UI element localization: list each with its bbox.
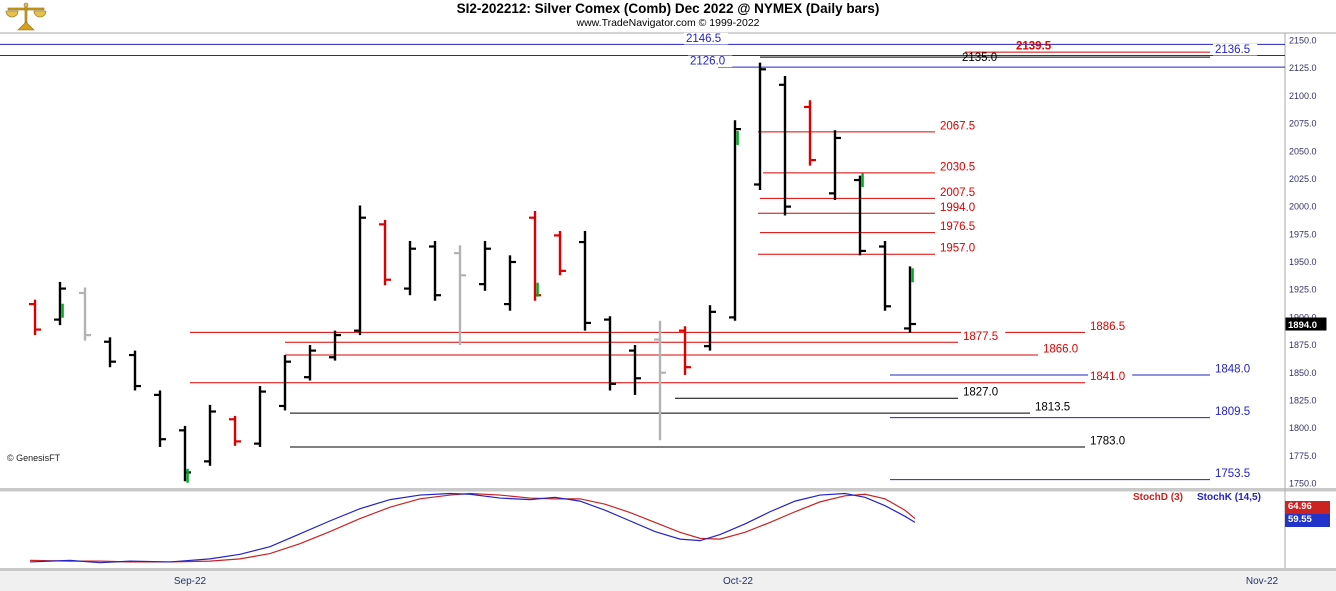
price-axis-tick: 2075.0 (1289, 119, 1317, 129)
price-axis-tick: 1800.0 (1289, 423, 1317, 433)
price-level-label: 2126.0 (690, 56, 725, 68)
price-level-label: 1994.0 (940, 202, 975, 214)
price-axis-tick: 1850.0 (1289, 368, 1317, 378)
price-level-label: 2136.5 (1215, 44, 1250, 56)
price-axis-tick: 1900.0 (1289, 312, 1317, 322)
stochk-value-badge: 59.55 (1285, 514, 1330, 527)
price-axis-tick: 1875.0 (1289, 340, 1317, 350)
price-level-label: 1783.0 (1090, 435, 1125, 447)
price-level-label: 1848.0 (1215, 363, 1250, 375)
level-label-bg (1088, 435, 1133, 447)
level-label-bg (684, 32, 729, 45)
price-axis-tick: 1925.0 (1289, 285, 1317, 295)
stochd-value-badge: 64.96 (1285, 501, 1330, 514)
price-level-label: 2030.5 (940, 161, 975, 173)
chart-subtitle: www.TradeNavigator.com © 1999-2022 (576, 17, 760, 29)
level-label-bg (961, 386, 1006, 399)
level-label-bg (1033, 401, 1078, 414)
bottom-axis-strip (0, 571, 1336, 591)
scales-logo-icon (4, 2, 48, 37)
panel-separator (0, 488, 1336, 492)
price-level-label: 1957.0 (940, 243, 975, 255)
month-label: Sep-22 (174, 576, 207, 587)
stochastic-indicator-labels: StochD (3) StochK (14,5) (1133, 492, 1261, 503)
level-label-bg (1213, 43, 1258, 56)
level-label-bg (938, 120, 983, 132)
price-axis-tick: 1975.0 (1289, 229, 1317, 239)
price-level-label: 1877.5 (963, 331, 998, 343)
genesisft-watermark: © GenesisFT (7, 453, 61, 463)
price-level-label: 1809.5 (1215, 406, 1250, 418)
level-label-bg (1213, 406, 1258, 418)
month-label: Nov-22 (1246, 576, 1279, 587)
level-label-bg (938, 221, 983, 233)
price-axis-tick: 1750.0 (1289, 479, 1317, 489)
price-level-label: 1813.5 (1035, 402, 1070, 414)
stochd-label: StochD (3) (1133, 492, 1183, 503)
price-level-label: 2135.0 (962, 52, 997, 64)
level-label-bg (938, 161, 983, 173)
price-axis-tick: 2125.0 (1289, 63, 1317, 73)
last-price-badge (1285, 317, 1327, 331)
price-level-label: 1753.5 (1215, 468, 1250, 480)
month-label: Oct-22 (723, 576, 753, 587)
price-level-label: 2146.5 (686, 33, 721, 45)
level-label-bg (1088, 320, 1133, 333)
price-level-label: 1886.5 (1090, 321, 1125, 333)
price-level-label: 2007.5 (940, 187, 975, 199)
price-level-label: 1866.0 (1043, 344, 1078, 356)
price-level-label: 1976.5 (940, 221, 975, 233)
price-axis-tick: 2150.0 (1289, 36, 1317, 46)
level-label-bg (938, 201, 983, 214)
price-level-label: 2067.5 (940, 120, 975, 132)
price-axis-tick: 2050.0 (1289, 146, 1317, 156)
stochk-label: StochK (14,5) (1197, 492, 1261, 503)
price-axis-tick: 2025.0 (1289, 174, 1317, 184)
stoch-stochk-line (29, 492, 916, 564)
level-label-bg (688, 55, 733, 68)
panel-separator (0, 568, 1336, 571)
stoch-stochd-line (29, 492, 916, 563)
price-axis-tick: 1950.0 (1289, 257, 1317, 267)
level-label-bg (938, 242, 983, 255)
price-axis-tick: 1775.0 (1289, 451, 1317, 461)
last-price-value: 1894.0 (1288, 320, 1317, 331)
chart-header: SI2-202212: Silver Comex (Comb) Dec 2022… (0, 1, 1336, 29)
price-level-label: 2139.5 (1016, 41, 1052, 53)
level-label-bg (938, 186, 983, 199)
price-level-label: 1827.0 (963, 387, 998, 399)
level-label-bg (1088, 371, 1133, 383)
price-axis-tick: 1825.0 (1289, 395, 1317, 405)
level-label-bg (1213, 363, 1258, 375)
chart-title: SI2-202212: Silver Comex (Comb) Dec 2022… (456, 1, 880, 16)
price-level-label: 1841.0 (1090, 371, 1125, 383)
price-axis-tick: 2000.0 (1289, 202, 1317, 212)
level-label-bg (961, 330, 1006, 343)
price-axis-tick: 2100.0 (1289, 91, 1317, 101)
level-label-bg (1213, 468, 1258, 480)
level-label-bg (1041, 343, 1086, 356)
